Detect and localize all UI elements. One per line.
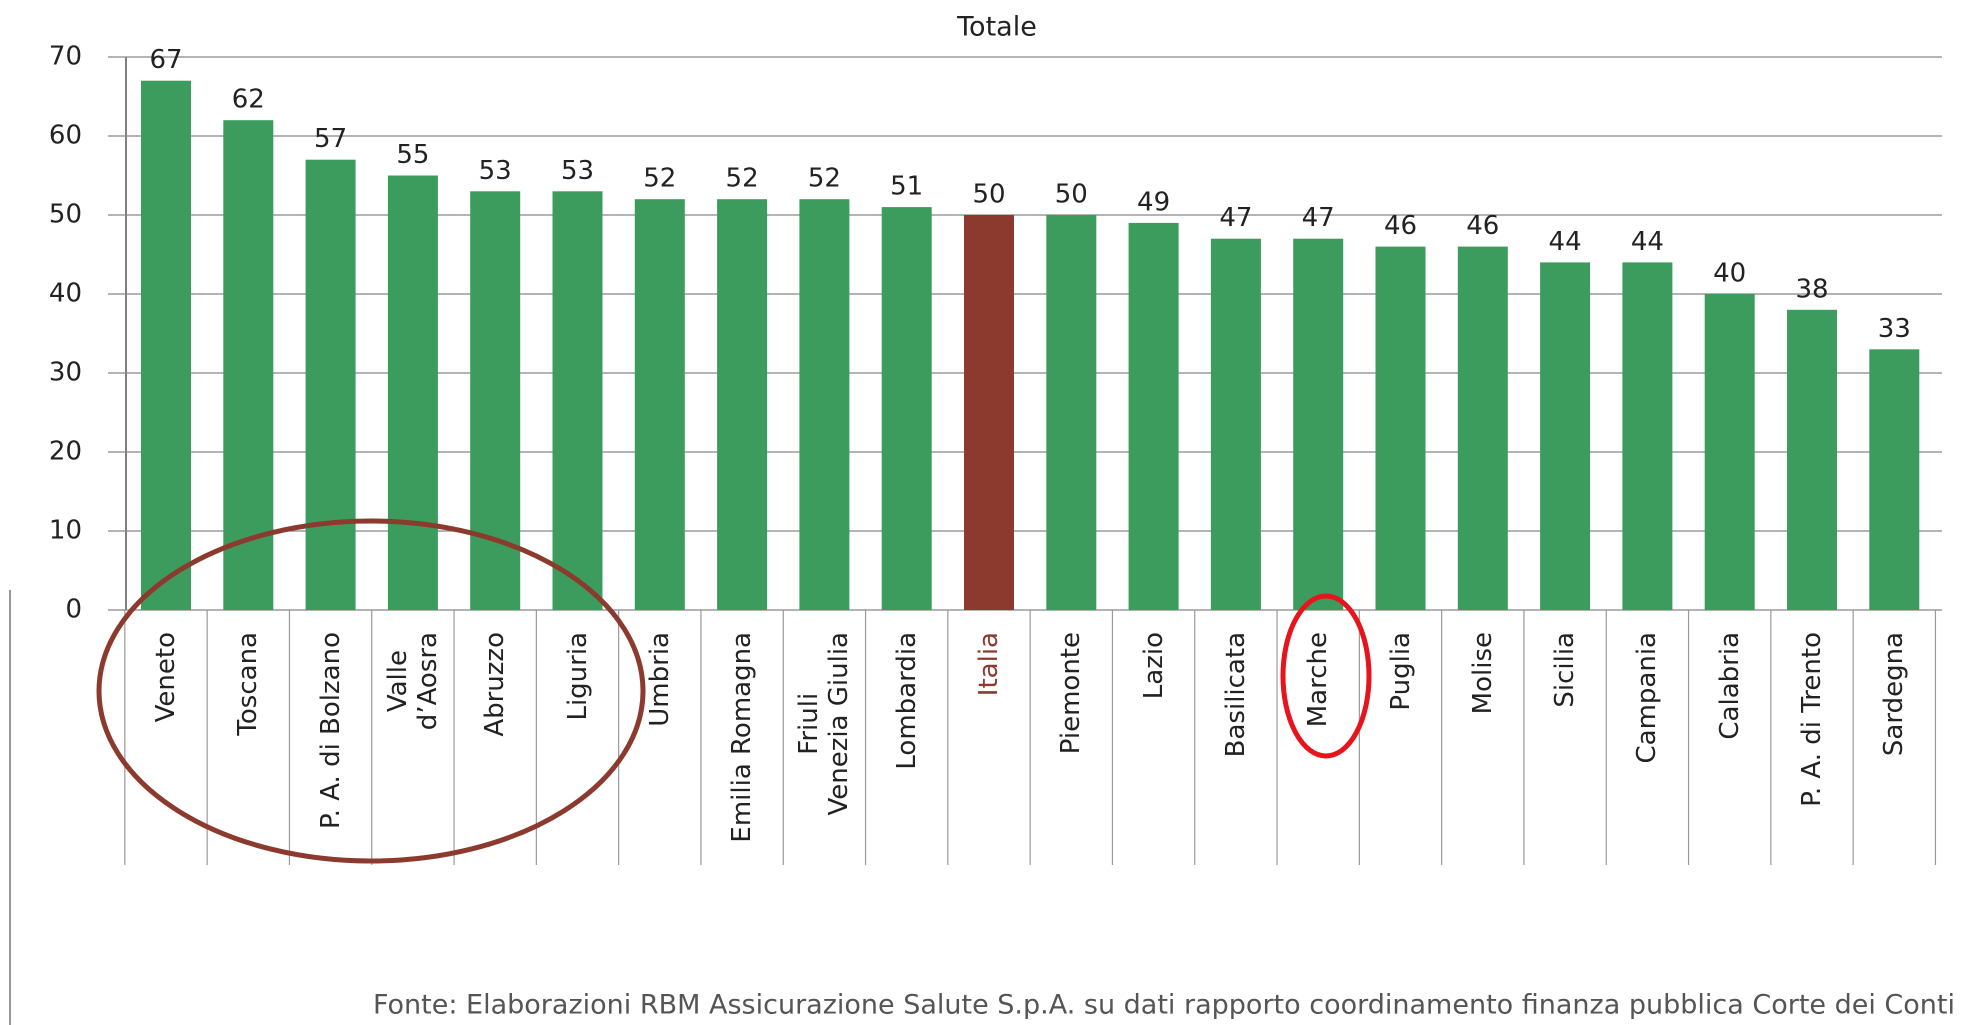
value-label: 51 <box>890 172 923 202</box>
bar <box>1457 246 1508 610</box>
x-tick-label: Abruzzo <box>480 632 511 737</box>
value-label: 40 <box>1713 259 1746 289</box>
x-tick-label: Lombardia <box>891 632 922 770</box>
value-label: 50 <box>972 180 1005 210</box>
value-label: 46 <box>1466 211 1499 241</box>
value-label: 47 <box>1219 203 1252 233</box>
value-label: 47 <box>1302 203 1335 233</box>
value-label: 49 <box>1137 187 1170 217</box>
value-label: 67 <box>149 45 182 75</box>
y-tick-label: 40 <box>49 279 82 309</box>
x-tick-label: Veneto <box>151 632 181 723</box>
bar <box>141 80 191 610</box>
x-tick-label: Valle d’Aosra <box>382 632 443 731</box>
x-tick-label: Molise <box>1467 632 1498 715</box>
value-label: 52 <box>643 164 676 194</box>
x-tick-label: P. A. di Bolzano <box>315 632 346 829</box>
y-tick-label: 30 <box>49 358 82 388</box>
y-tick-label: 50 <box>49 200 82 230</box>
value-label: 53 <box>479 156 512 186</box>
x-tick-label: Toscana <box>233 632 264 736</box>
x-tick-label: Italia <box>974 632 1004 697</box>
bar <box>964 215 1014 610</box>
bar <box>1540 262 1591 610</box>
x-tick-label: Emilia Romagna <box>727 632 758 843</box>
x-tick-label: Basilicata <box>1220 632 1251 758</box>
bar <box>1128 222 1179 610</box>
x-tick-label: Sardegna <box>1879 632 1910 757</box>
x-tick-label: Campania <box>1632 632 1663 764</box>
bar <box>305 159 356 610</box>
bar <box>1293 238 1344 610</box>
value-label: 44 <box>1631 227 1664 257</box>
bar <box>799 199 850 610</box>
value-label: 44 <box>1549 227 1582 257</box>
value-label: 46 <box>1384 211 1417 241</box>
value-label: 53 <box>561 156 594 186</box>
value-label: 57 <box>314 124 347 154</box>
x-tick-label: Sicilia <box>1550 632 1581 708</box>
chart-title: Totale <box>956 12 1037 43</box>
x-tick-label: Friuli Venezia Giulia <box>794 632 855 816</box>
bar <box>1869 349 1920 610</box>
y-tick-label: 70 <box>49 42 82 72</box>
bar <box>1704 294 1755 610</box>
value-label: 55 <box>396 140 429 170</box>
value-label: 62 <box>232 85 265 115</box>
y-tick-label: 10 <box>49 516 82 546</box>
bar <box>634 199 685 610</box>
bar <box>717 199 768 610</box>
bar <box>387 175 438 610</box>
annotation-ellipse <box>1280 593 1372 759</box>
x-tick-label: Lazio <box>1138 632 1169 700</box>
value-label: 52 <box>808 164 841 194</box>
x-tick-label: Piemonte <box>1056 632 1087 755</box>
value-label: 33 <box>1878 314 1911 344</box>
value-label: 38 <box>1795 274 1828 304</box>
x-tick-label: P. A. di Trento <box>1797 632 1827 807</box>
annotation-ellipse <box>96 518 646 864</box>
source-note: Fonte: Elaborazioni RBM Assicurazione Sa… <box>373 990 1955 1021</box>
y-tick-label: 20 <box>49 437 82 467</box>
x-tick-label: Puglia <box>1385 632 1416 711</box>
value-label: 50 <box>1055 180 1088 210</box>
x-tick-label: Calabria <box>1714 632 1745 740</box>
bar <box>552 191 603 611</box>
bar <box>1375 246 1426 610</box>
x-tick-label: Marche <box>1303 632 1334 728</box>
bar <box>223 120 274 610</box>
bar <box>1046 215 1097 610</box>
bar <box>1622 262 1673 610</box>
y-tick-label: 60 <box>49 121 82 151</box>
x-tick-label: Liguria <box>562 632 593 721</box>
bar <box>1787 309 1837 610</box>
bar <box>1210 238 1261 610</box>
value-label: 52 <box>726 164 759 194</box>
x-tick-label: Umbria <box>644 632 675 727</box>
y-tick-label: 0 <box>65 595 82 625</box>
bar <box>881 207 932 610</box>
